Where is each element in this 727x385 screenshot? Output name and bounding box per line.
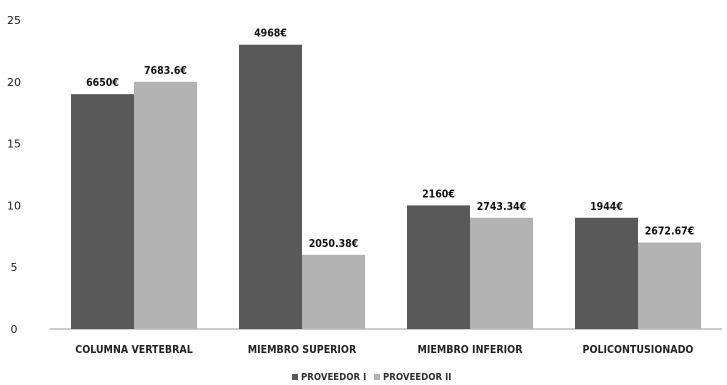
data-label: 1944€ <box>590 201 623 213</box>
legend-label: PROVEEDOR I <box>301 372 366 383</box>
bar-2-1 <box>134 81 197 329</box>
x-tick-label: COLUMNA VERTEBRAL <box>75 344 192 356</box>
x-axis: COLUMNA VERTEBRAL MIEMBRO SUPERIOR MIEMBRO… <box>50 328 722 356</box>
bar-1-1 <box>71 94 134 329</box>
y-tick-label: 5 <box>11 261 18 274</box>
legend-swatch <box>292 374 298 380</box>
bar-2-2 <box>302 254 365 329</box>
y-tick-label: 10 <box>7 199 21 212</box>
data-label: 2160€ <box>422 188 455 200</box>
legend-label: PROVEEDOR II <box>383 372 451 383</box>
legend: PROVEEDOR I PROVEEDOR II <box>292 372 451 383</box>
data-label: 4968€ <box>254 28 287 40</box>
data-label: 2050.38€ <box>309 238 359 250</box>
bar-1-3 <box>407 205 470 329</box>
bar-1-2 <box>239 44 302 329</box>
data-label: 2743.34€ <box>477 201 527 213</box>
data-label: 7683.6€ <box>144 65 187 77</box>
bar-1-4 <box>575 217 638 329</box>
x-tick-label: POLICONTUSIONADO <box>583 344 694 356</box>
x-tick-label: MIEMBRO INFERIOR <box>418 344 524 356</box>
bar-2-4 <box>638 242 701 329</box>
y-axis: 0 5 10 15 20 25 <box>7 14 21 336</box>
y-tick-label: 15 <box>7 138 21 151</box>
data-label: 6650€ <box>86 77 119 89</box>
bar-2-3 <box>470 217 533 329</box>
legend-swatch <box>374 374 380 380</box>
y-tick-label: 20 <box>7 76 21 89</box>
y-tick-label: 0 <box>11 323 18 336</box>
x-tick-label: MIEMBRO SUPERIOR <box>248 344 357 356</box>
y-tick-label: 25 <box>7 14 21 27</box>
bars: 6650€ 7683.6€ 4968€ 2050.38€ 2160€ 2743.34€ 19… <box>71 28 701 329</box>
data-label: 2672.67€ <box>645 225 695 237</box>
